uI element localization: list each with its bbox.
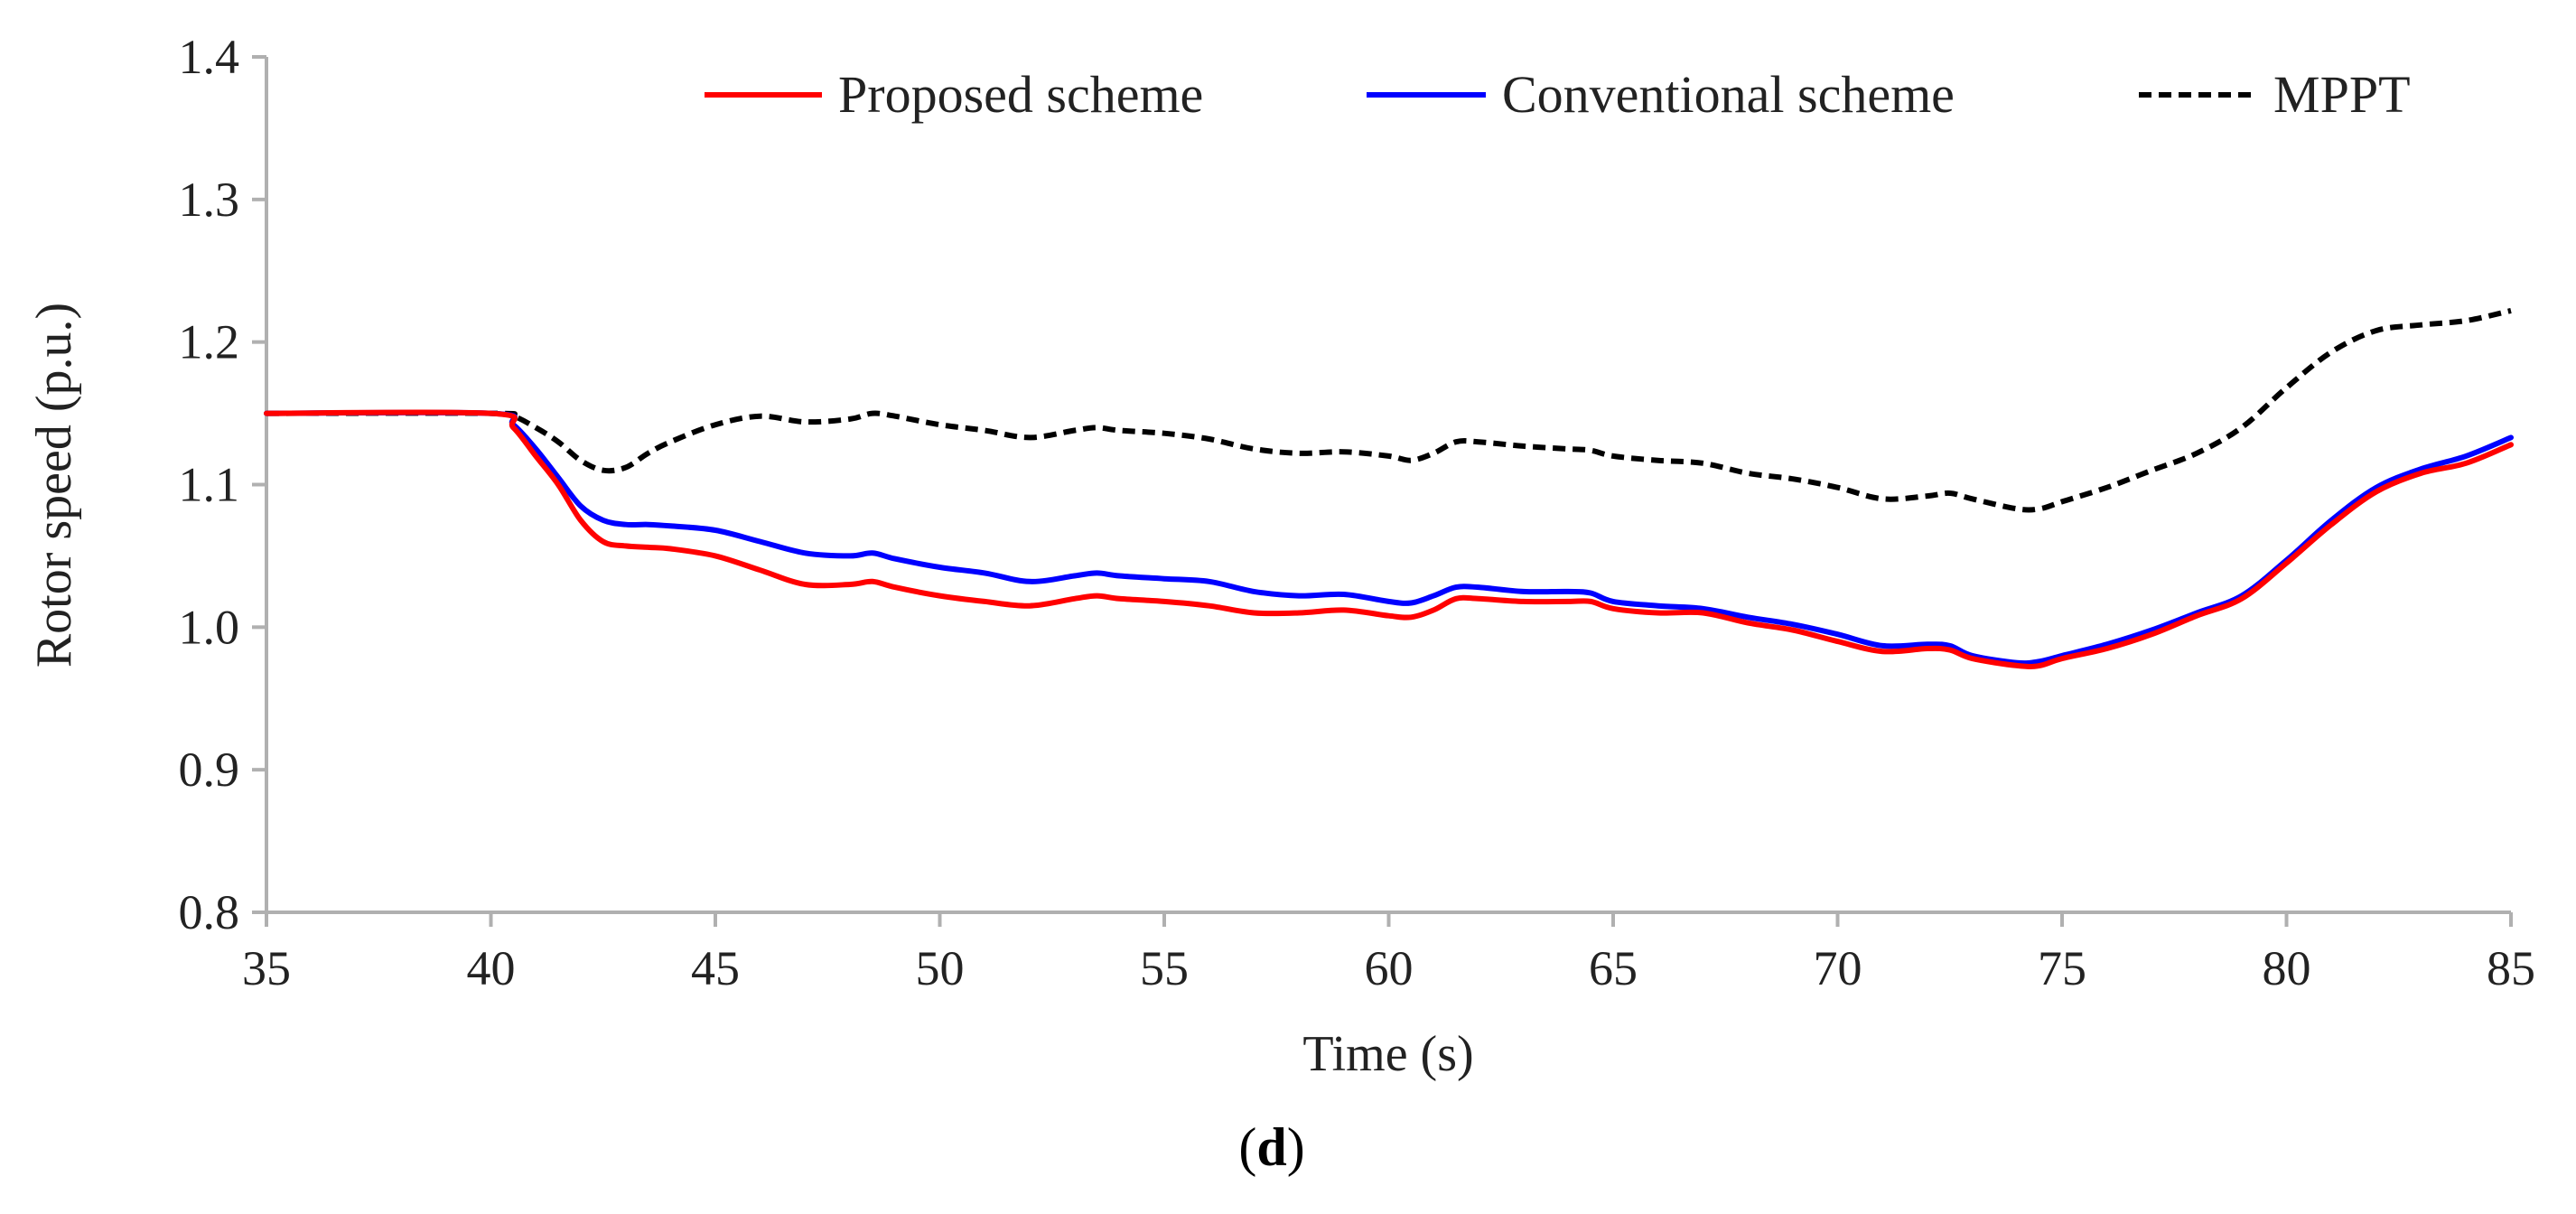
legend-item-proposed: Proposed scheme <box>705 65 1203 124</box>
x-tick-label: 60 <box>1365 941 1414 995</box>
legend-item-mppt: MPPT <box>2139 65 2411 124</box>
caption-open: ( <box>1238 1117 1256 1177</box>
x-tick-label: 50 <box>916 941 965 995</box>
x-tick-label: 70 <box>1814 941 1862 995</box>
y-tick-label: 1.3 <box>179 173 240 227</box>
x-tick-label: 65 <box>1589 941 1638 995</box>
x-tick-label: 55 <box>1140 941 1189 995</box>
y-tick-label: 0.9 <box>179 742 240 797</box>
y-tick-label: 1.1 <box>179 458 240 512</box>
axes <box>265 57 2511 914</box>
x-tick-label: 45 <box>691 941 740 995</box>
y-tick-label: 1.4 <box>179 30 240 84</box>
x-tick-label: 40 <box>467 941 516 995</box>
x-tick-label: 80 <box>2263 941 2311 995</box>
legend-item-conventional: Conventional scheme <box>1367 65 1955 124</box>
caption-close: ) <box>1287 1117 1305 1177</box>
series-line-mppt <box>266 307 2512 513</box>
y-tick-label: 1.2 <box>179 315 240 369</box>
ticks: 0.8 0.9 1.0 1.1 1.2 1.3 1.4 35 40 45 50 55 60 65 70 75 8… <box>179 30 2536 995</box>
x-tick-label: 85 <box>2487 941 2535 995</box>
legend-label-mppt: MPPT <box>2273 65 2411 124</box>
legend: Proposed scheme Conventional scheme MPPT <box>705 65 2411 124</box>
x-tick-label: 35 <box>242 941 291 995</box>
figure-caption: (d) <box>1238 1117 1304 1177</box>
y-tick-label: 0.8 <box>179 885 240 939</box>
legend-label-conventional: Conventional scheme <box>1502 65 1955 124</box>
x-axis-title: Time (s) <box>1302 1026 1473 1082</box>
series-layer <box>264 307 2514 669</box>
y-tick-label: 1.0 <box>179 600 240 654</box>
caption-letter: d <box>1256 1117 1286 1177</box>
legend-label-proposed: Proposed scheme <box>838 65 1203 124</box>
series-line-conventional-scheme <box>264 409 2514 667</box>
x-tick-label: 75 <box>2038 941 2086 995</box>
y-axis-title: Rotor speed (p.u.) <box>26 303 82 668</box>
series-line-proposed-scheme <box>264 409 2514 669</box>
